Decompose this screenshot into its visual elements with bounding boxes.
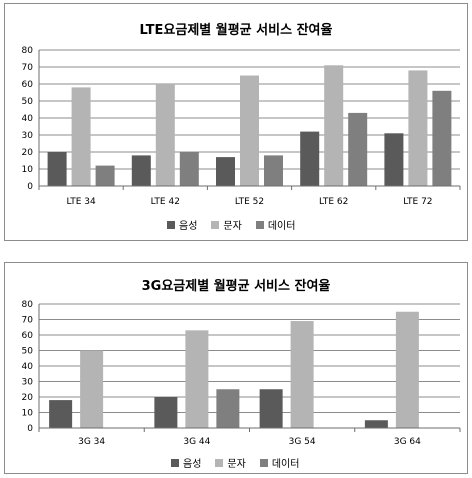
y-tick-label: 30 <box>22 131 34 141</box>
y-tick-label: 30 <box>22 378 34 388</box>
bar-1 <box>71 87 91 186</box>
legend-label-data: 데이터 <box>271 459 300 470</box>
bar-1 <box>408 70 428 186</box>
legend-swatch-data <box>255 220 264 229</box>
bar-2 <box>179 152 199 186</box>
3g-chart-legend: 음성 문자 데이터 <box>171 455 299 470</box>
lte-chart-title: LTE요금제별 월평균 서비스 잔여율 <box>139 23 333 38</box>
y-tick-label: 20 <box>22 393 34 403</box>
bar-2 <box>264 155 283 186</box>
category-label: LTE 52 <box>235 197 264 207</box>
category-label: LTE 42 <box>151 197 180 207</box>
3g-chart-svg: 0 10 20 30 40 50 60 70 80 3G 34 3G 44 3G 54 3G 64 <box>22 300 461 447</box>
y-tick-label: 80 <box>22 300 34 310</box>
y-tick-label: 40 <box>22 362 34 372</box>
y-tick-label: 70 <box>22 316 34 326</box>
legend-item-data: 데이터 <box>259 455 300 470</box>
legend-label-voice: 음성 <box>179 221 198 232</box>
bar-1 <box>80 350 104 428</box>
legend-item-voice: 음성 <box>167 217 197 232</box>
y-tick-label: 60 <box>22 80 34 90</box>
category-label: 3G 54 <box>289 437 316 447</box>
category-label: 3G 44 <box>183 437 210 447</box>
bar-0 <box>384 133 404 186</box>
legend-item-voice: 음성 <box>171 455 201 470</box>
legend-swatch-data <box>259 458 268 467</box>
category-label: LTE 62 <box>319 197 348 207</box>
category-label: LTE 34 <box>66 197 96 207</box>
bar-1 <box>240 75 259 186</box>
bar-2 <box>432 90 452 186</box>
legend-label-sms: 문자 <box>227 459 246 470</box>
3g-chart-panel: 3G요금제별 월평균 서비스 잔여율 0 10 20 30 40 50 60 70 80 3G 3… <box>4 262 468 474</box>
category-label: 3G 34 <box>78 437 105 447</box>
bar-0 <box>47 152 67 186</box>
bar-0 <box>300 131 320 186</box>
bar-2 <box>216 389 240 428</box>
legend-swatch-voice <box>167 220 175 229</box>
legend-label-sms: 문자 <box>223 221 242 232</box>
bar-0 <box>259 389 283 428</box>
y-tick-label: 80 <box>22 46 34 56</box>
legend-swatch-sms <box>215 458 224 467</box>
lte-chart-legend: 음성 문자 데이터 <box>167 217 295 232</box>
bar-1 <box>185 330 209 428</box>
y-tick-label: 10 <box>22 165 34 175</box>
legend-swatch-voice <box>171 458 179 467</box>
y-tick-label: 50 <box>22 97 34 107</box>
bar-1 <box>324 65 344 186</box>
legend-label-data: 데이터 <box>267 221 296 232</box>
lte-chart-svg: 0 10 20 30 40 50 60 70 80 LTE 34 LTE 42 LTE 52 LTE 6… <box>22 46 461 207</box>
bar-1 <box>290 321 314 428</box>
bar-0 <box>364 420 388 428</box>
bar-0 <box>131 155 151 186</box>
y-tick-label: 0 <box>27 182 33 192</box>
3g-chart-title: 3G요금제별 월평균 서비스 잔여율 <box>141 279 331 294</box>
legend-item-data: 데이터 <box>255 217 296 232</box>
bar-2 <box>95 165 115 186</box>
bar-1 <box>155 84 175 186</box>
bar-0 <box>49 400 73 428</box>
legend-label-voice: 음성 <box>183 459 202 470</box>
lte-chart-panel: LTE요금제별 월평균 서비스 잔여율 0 10 20 30 40 50 60 70 80 LTE… <box>4 3 468 241</box>
y-tick-label: 40 <box>22 114 34 124</box>
y-tick-label: 70 <box>22 63 34 73</box>
bar-1 <box>395 311 419 428</box>
bar-2 <box>348 112 368 186</box>
y-tick-label: 20 <box>22 148 34 158</box>
bar-0 <box>216 157 235 186</box>
category-label: LTE 72 <box>403 197 432 207</box>
y-tick-label: 10 <box>22 409 34 419</box>
legend-item-sms: 문자 <box>215 455 246 470</box>
category-label: 3G 64 <box>394 437 421 447</box>
bar-0 <box>154 397 178 428</box>
legend-swatch-sms <box>211 220 220 229</box>
legend-item-sms: 문자 <box>211 217 242 232</box>
y-tick-label: 50 <box>22 347 34 357</box>
y-tick-label: 0 <box>27 424 33 434</box>
y-tick-label: 60 <box>22 331 34 341</box>
